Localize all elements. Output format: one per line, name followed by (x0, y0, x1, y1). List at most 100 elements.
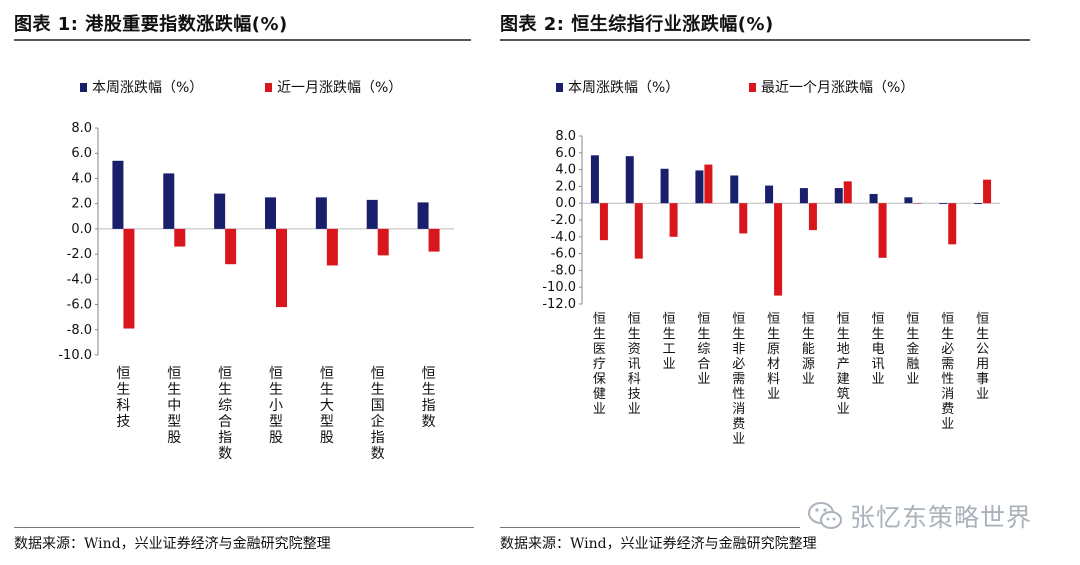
x-tick-label: 性 (732, 387, 745, 402)
y-tick-label: 2.0 (555, 179, 576, 194)
y-tick-label: 6.0 (71, 146, 92, 161)
x-tick-label: 业 (767, 387, 780, 402)
x-tick-label: 需 (941, 357, 954, 372)
x-tick-label: 非 (732, 342, 745, 357)
x-tick-label: 金 (906, 341, 919, 357)
x-tick-label: 疗 (593, 357, 606, 372)
bar (214, 193, 226, 229)
bar (974, 203, 983, 205)
x-tick-label: 数 (371, 446, 385, 462)
x-tick-label: 合 (218, 414, 232, 430)
y-tick-label: 2.0 (71, 197, 92, 212)
x-tick-label: 技 (628, 387, 641, 402)
x-tick-label: 业 (628, 402, 641, 417)
bar (225, 228, 237, 265)
x-tick-label: 能 (802, 342, 815, 357)
bar (739, 203, 748, 234)
x-tick-label: 恒 (663, 312, 676, 327)
x-tick-label: 必 (732, 357, 745, 372)
bar (869, 193, 878, 204)
x-tick-label: 事 (976, 372, 989, 387)
x-tick-label: 恒 (976, 312, 989, 327)
bar-chart-1: 本周涨跌幅（%） 近一月涨跌幅（%） 8.0 6.0 4.0 2.0 0.0 -2.0 -4.0… (58, 80, 454, 462)
bar (669, 203, 678, 237)
x-tick-label: 生 (767, 327, 780, 342)
x-tick-label: 恒 (269, 366, 283, 382)
x-tick-label: 恒 (906, 312, 919, 327)
y-tick-label: -8.0 (551, 263, 576, 278)
x-tick-label: 恒 (167, 366, 181, 382)
y-tick-label: -10.0 (58, 348, 92, 363)
legend-swatch (80, 83, 87, 92)
y-tick-label: -6.0 (551, 247, 576, 262)
x-tick-label: 电 (872, 342, 885, 357)
x-tick-label: 保 (593, 372, 606, 387)
x-tick-label: 企 (371, 413, 385, 430)
x-tick-label: 建 (837, 372, 850, 387)
y-tick-label: -4.0 (67, 272, 92, 287)
x-tick-label: 料 (767, 372, 780, 387)
bar (808, 203, 817, 231)
x-tick-label: 生 (167, 382, 181, 398)
x-tick-label: 业 (663, 357, 676, 372)
x-tick-label: 原 (767, 342, 780, 357)
x-tick-label: 工 (663, 342, 676, 357)
y-tick-label: 0.0 (555, 196, 576, 211)
bar (599, 203, 608, 241)
y-tick-label: 4.0 (555, 163, 576, 178)
x-tick-label: 业 (697, 372, 710, 387)
bar (123, 228, 135, 329)
x-tick-label: 业 (802, 372, 815, 387)
bar (904, 197, 913, 204)
x-tick-label: 业 (593, 402, 606, 417)
bar (660, 168, 669, 204)
x-tick-label: 产 (837, 357, 850, 372)
source-divider (500, 527, 800, 528)
legend-swatch (556, 83, 563, 92)
bar-chart-2: 本周涨跌幅（%） 最近一个月涨跌幅（%） 8.0 6.0 4.02.0 0.0 -2.0 -4… (542, 80, 1000, 447)
x-tick-label: 生 (802, 327, 815, 342)
y-tick-label: -4.0 (551, 230, 576, 245)
bar (704, 164, 713, 204)
x-tick-label: 源 (802, 357, 815, 372)
bar (377, 228, 389, 256)
chart-title: 图表 1: 港股重要指数涨跌幅(%) (14, 14, 288, 35)
x-tick-label: 型 (269, 414, 283, 430)
legend-label: 本周涨跌幅（%） (568, 80, 679, 96)
bar (265, 197, 276, 229)
y-tick-label: -2.0 (551, 213, 576, 228)
x-tick-label: 生 (663, 327, 676, 342)
bar (695, 170, 704, 204)
x-tick-label: 股 (320, 430, 334, 446)
bar (834, 188, 843, 204)
x-tick-label: 数 (422, 414, 436, 430)
x-tick-label: 中 (167, 398, 181, 414)
source-note: 数据来源：Wind，兴业证券经济与金融研究院整理 (14, 536, 331, 552)
x-tick-label: 小 (269, 398, 283, 414)
bar (163, 173, 175, 229)
chart-title: 图表 2: 恒生综指行业涨跌幅(%) (500, 14, 774, 35)
x-tick-label: 生 (269, 382, 283, 398)
y-tick-label: 6.0 (555, 146, 576, 161)
x-tick-label: 生 (732, 327, 745, 342)
x-tick-label: 必 (941, 342, 954, 357)
x-tick-label: 业 (732, 432, 745, 447)
x-tick-label: 消 (732, 402, 745, 417)
x-tick-label: 恒 (802, 312, 815, 327)
x-tick-label: 资 (628, 342, 641, 357)
bar (366, 199, 378, 229)
legend-swatch (265, 83, 272, 92)
x-tick-label: 生 (218, 382, 232, 398)
x-tick-label: 指 (218, 430, 232, 446)
x-tick-label: 费 (941, 402, 954, 417)
legend-label: 本周涨跌幅（%） (92, 80, 203, 96)
x-tick-label: 生 (976, 327, 989, 342)
x-tick-label: 型 (167, 414, 181, 430)
x-tick-label: 费 (732, 417, 745, 432)
x-tick-label: 需 (732, 372, 745, 387)
x-tick-label: 生 (116, 382, 130, 398)
x-tick-label: 业 (941, 417, 954, 432)
wechat-icon (808, 502, 842, 529)
title-divider (14, 39, 471, 41)
watermark: 张忆东策略世界 (806, 496, 1056, 536)
